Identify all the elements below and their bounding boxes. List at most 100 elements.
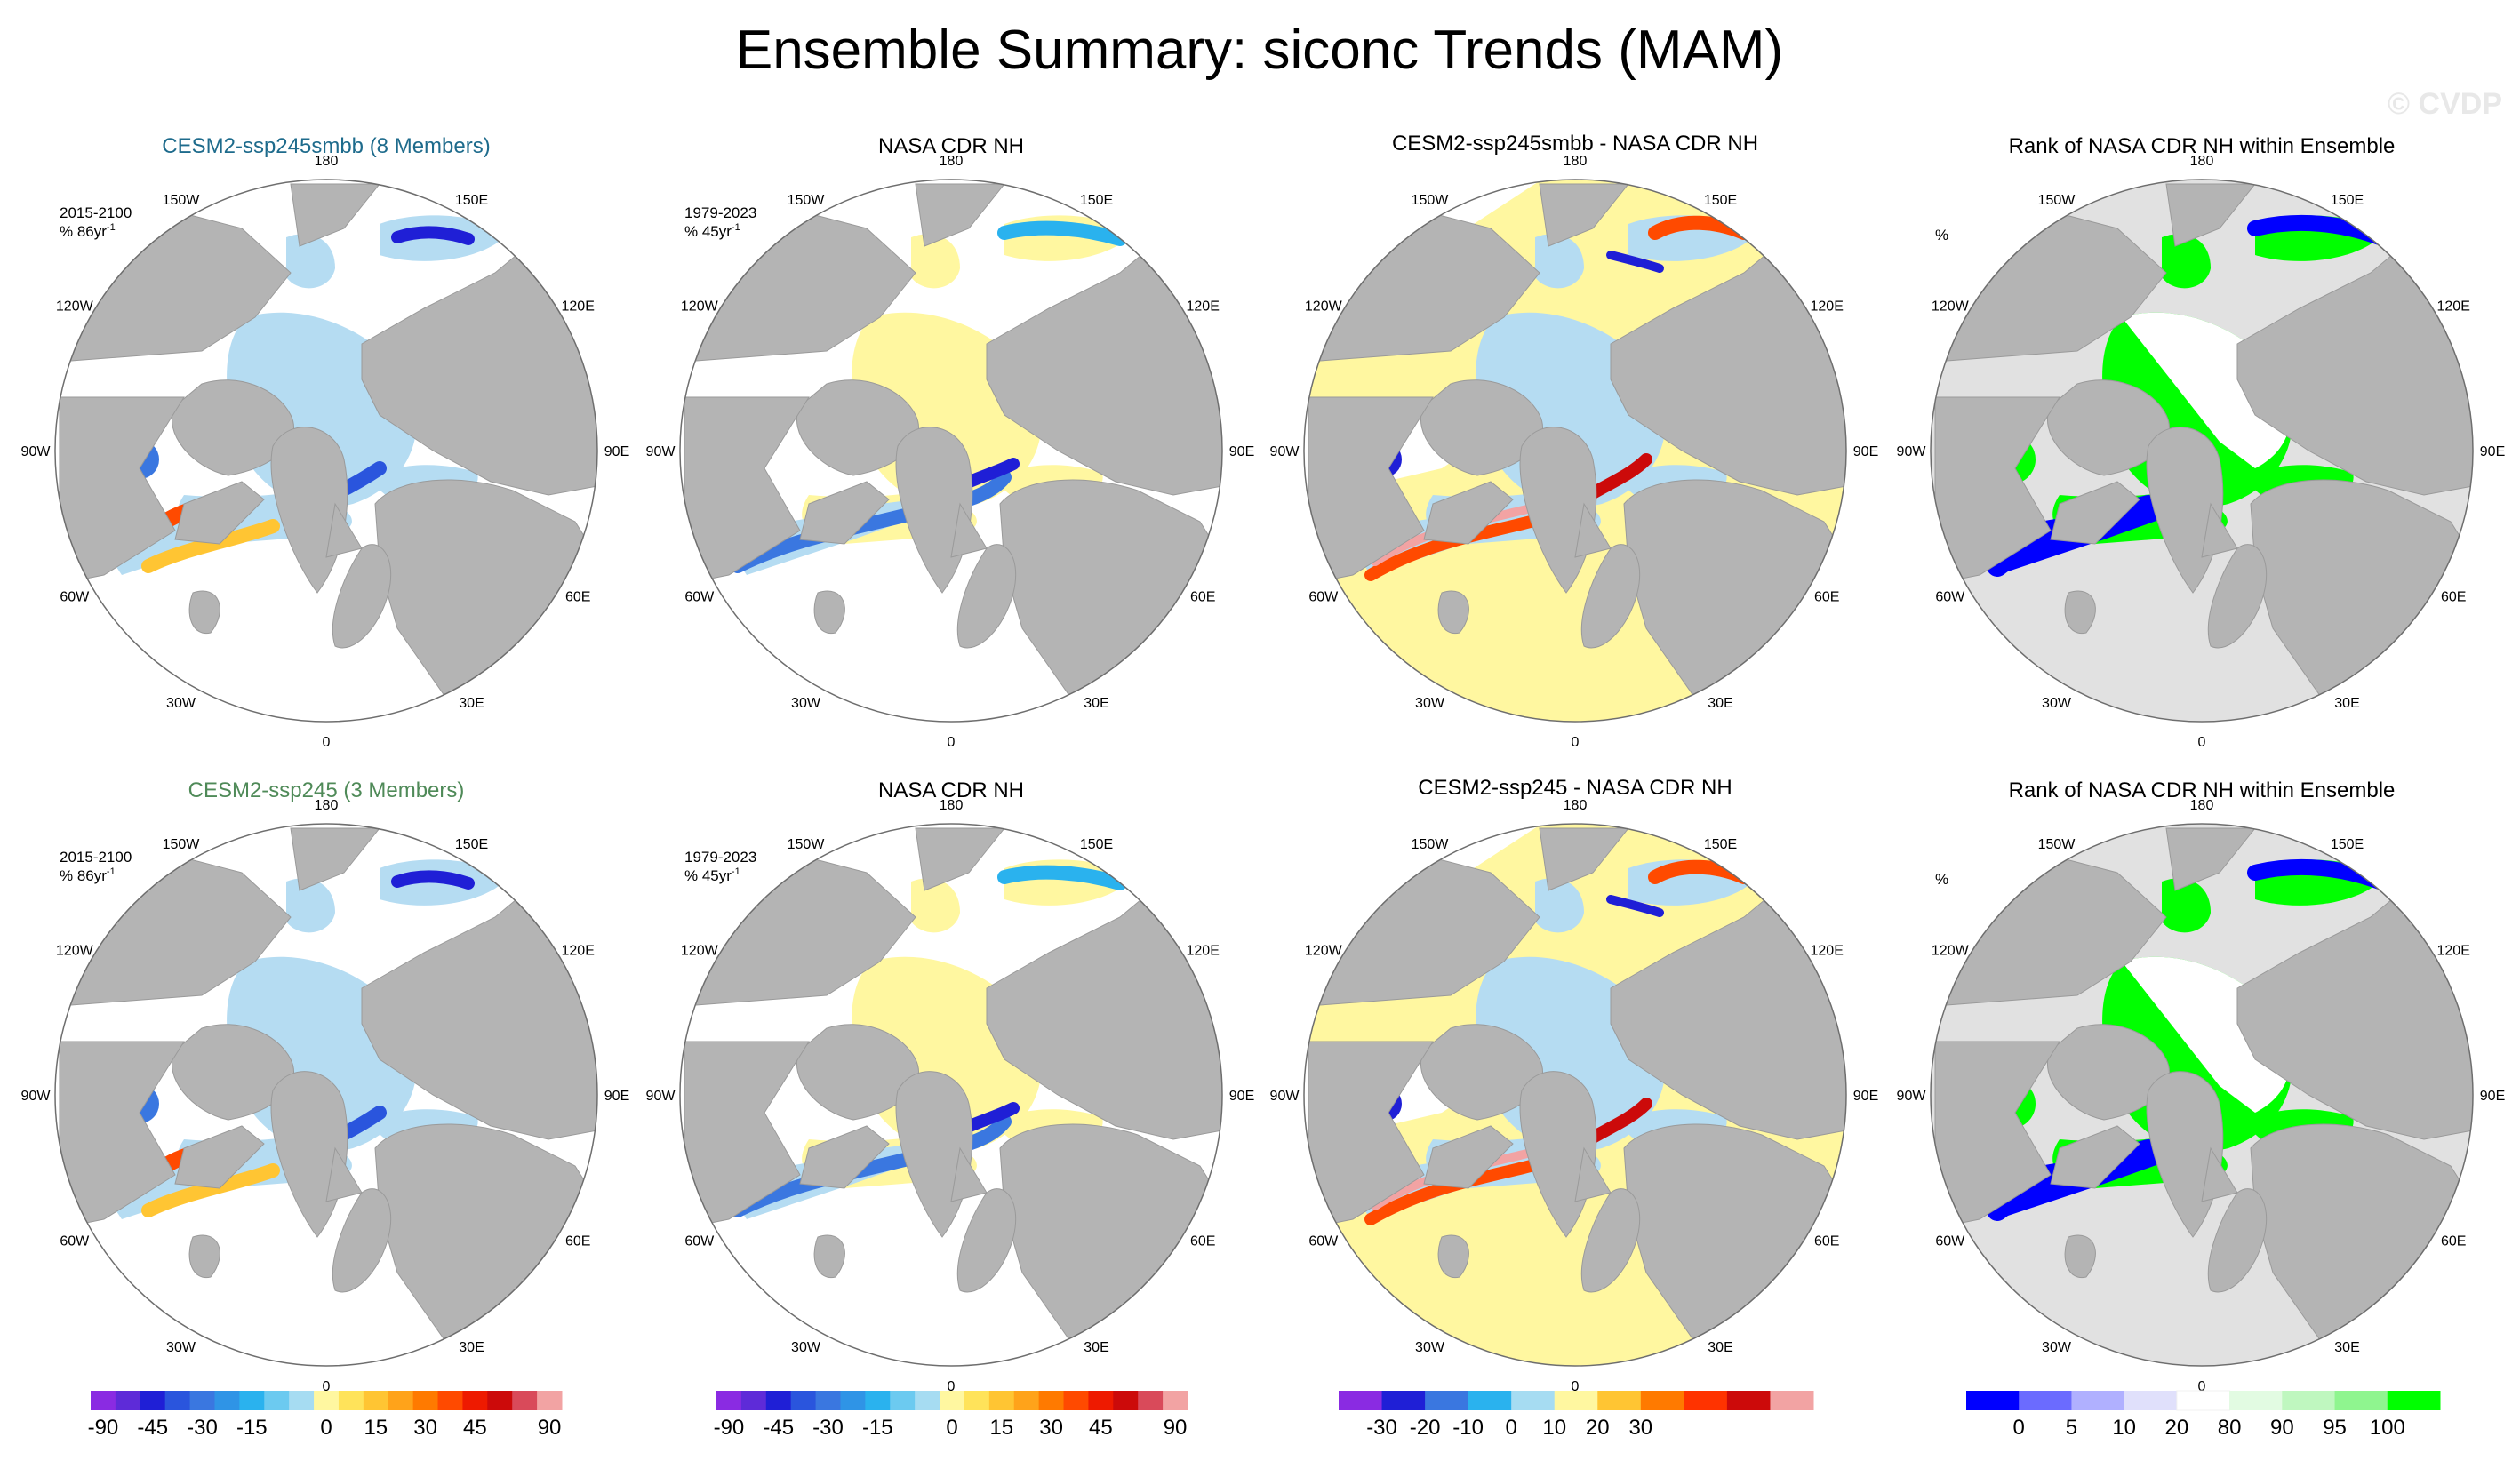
units-exponent: -1 (732, 222, 740, 233)
map-border (54, 823, 598, 1367)
colorbar-label: 95 (2323, 1416, 2347, 1440)
land-mass (2050, 1125, 2140, 1189)
colorbar-swatch (388, 1391, 414, 1410)
land-mass (986, 872, 1222, 1140)
units-label: % 45yr-1 (684, 866, 740, 884)
colorbar-swatch (740, 1391, 767, 1410)
longitude-label: 0 (948, 735, 956, 750)
longitude-label: 60W (1308, 1234, 1339, 1249)
longitude-label: 120W (681, 944, 719, 959)
longitude-label: 90E (1229, 1089, 1254, 1104)
land-mass (1437, 1234, 1469, 1279)
colorbar-swatch (1063, 1391, 1089, 1410)
colorbar-label: 20 (2165, 1416, 2189, 1440)
colorbar-swatch (115, 1391, 141, 1410)
colorbar-label: 20 (1586, 1416, 1610, 1440)
land-mass (1580, 1188, 1641, 1293)
colorbar-swatch (314, 1391, 340, 1410)
land-mass (361, 872, 597, 1140)
longitude-label: 120E (2437, 944, 2470, 959)
longitude-label: 150W (2038, 837, 2076, 852)
land-mass (188, 590, 220, 635)
figure-title: Ensemble Summary: siconc Trends (MAM) (736, 20, 1783, 81)
land-mass (332, 1188, 392, 1293)
land-mass (2165, 827, 2257, 891)
period-label: 2015-2100 (60, 204, 132, 221)
colorbar-label: 15 (364, 1416, 388, 1440)
colorbar-swatch (140, 1391, 166, 1410)
colorbar-label: 90 (2270, 1416, 2294, 1440)
colorbar-label: -90 (714, 1416, 745, 1440)
longitude-label: 150W (788, 193, 826, 208)
units-label: % 86yr-1 (60, 222, 116, 240)
land-mass (1539, 827, 1630, 891)
colorbar-swatch (2071, 1391, 2125, 1410)
land-mass (1580, 544, 1641, 649)
longitude-label: 60E (2441, 1234, 2466, 1249)
colorbar-swatch (1770, 1391, 1814, 1410)
land-mass (290, 183, 381, 247)
sea-ice-region (911, 878, 960, 933)
longitude-label: 60E (565, 590, 590, 605)
colorbar-swatch (2019, 1391, 2072, 1410)
longitude-label: 150E (1704, 837, 1737, 852)
trend-band (997, 220, 1127, 246)
land-mass (174, 1125, 265, 1189)
longitude-label: 0 (1572, 1379, 1580, 1394)
sea-ice-region (2162, 234, 2211, 289)
period-label: 1979-2023 (684, 849, 756, 866)
longitude-label: 60W (60, 590, 90, 605)
period-label: 2015-2100 (60, 849, 132, 866)
colorbar-swatch (2334, 1391, 2388, 1410)
colorbar-swatch (1088, 1391, 1114, 1410)
trend-band (141, 1163, 280, 1218)
longitude-label: 120E (1187, 299, 1220, 315)
longitude-label: 150W (163, 193, 201, 208)
trend-band (141, 519, 280, 573)
colorbar-swatch (1013, 1391, 1040, 1410)
sea-ice-region (2162, 878, 2211, 933)
longitude-label: 30E (2334, 1340, 2359, 1355)
watermark: © CVDP (2388, 87, 2502, 121)
panel-title: CESM2-ssp245smbb (8 Members) (162, 134, 490, 158)
longitude-label: 60W (1308, 590, 1339, 605)
longitude-label: 60W (60, 1234, 90, 1249)
land-mass (174, 481, 265, 545)
colorbar-label: -90 (88, 1416, 119, 1440)
colorbar-swatch (915, 1391, 940, 1410)
colorbar-label: -30 (187, 1416, 218, 1440)
colorbar-label: 45 (1089, 1416, 1113, 1440)
longitude-label: 60E (1814, 590, 1839, 605)
map-layers (1304, 180, 1846, 722)
trend-band (997, 865, 1127, 890)
longitude-label: 60E (565, 1234, 590, 1249)
longitude-label: 0 (323, 735, 331, 750)
sea-ice-region (911, 234, 960, 289)
longitude-label: 0 (323, 1379, 331, 1394)
longitude-label: 30E (459, 696, 484, 711)
longitude-label: 180 (1564, 798, 1588, 813)
colorbar-swatch (437, 1391, 463, 1410)
colorbar-swatch (2124, 1391, 2178, 1410)
land-mass (2064, 1234, 2096, 1279)
sea-ice-region (1535, 878, 1584, 933)
land-mass (325, 1146, 363, 1202)
longitude-label: 60E (1814, 1234, 1839, 1249)
longitude-label: 30E (2334, 696, 2359, 711)
longitude-label: 120W (1305, 299, 1343, 315)
longitude-label: 60W (684, 1234, 715, 1249)
land-mass (915, 183, 1006, 247)
land-mass (2064, 590, 2096, 635)
colorbar-swatch (964, 1391, 990, 1410)
colorbar-label: 0 (2013, 1416, 2025, 1440)
longitude-label: 30E (1084, 696, 1108, 711)
map-border (679, 823, 1223, 1367)
longitude-label: 90W (21, 444, 52, 459)
colorbar-swatch (1113, 1391, 1139, 1410)
longitude-label: 30W (166, 1340, 196, 1355)
sea-ice-region (1535, 234, 1584, 289)
longitude-label: 120E (1811, 944, 1844, 959)
land-mass (2050, 481, 2140, 545)
longitude-label: 30E (459, 1340, 484, 1355)
